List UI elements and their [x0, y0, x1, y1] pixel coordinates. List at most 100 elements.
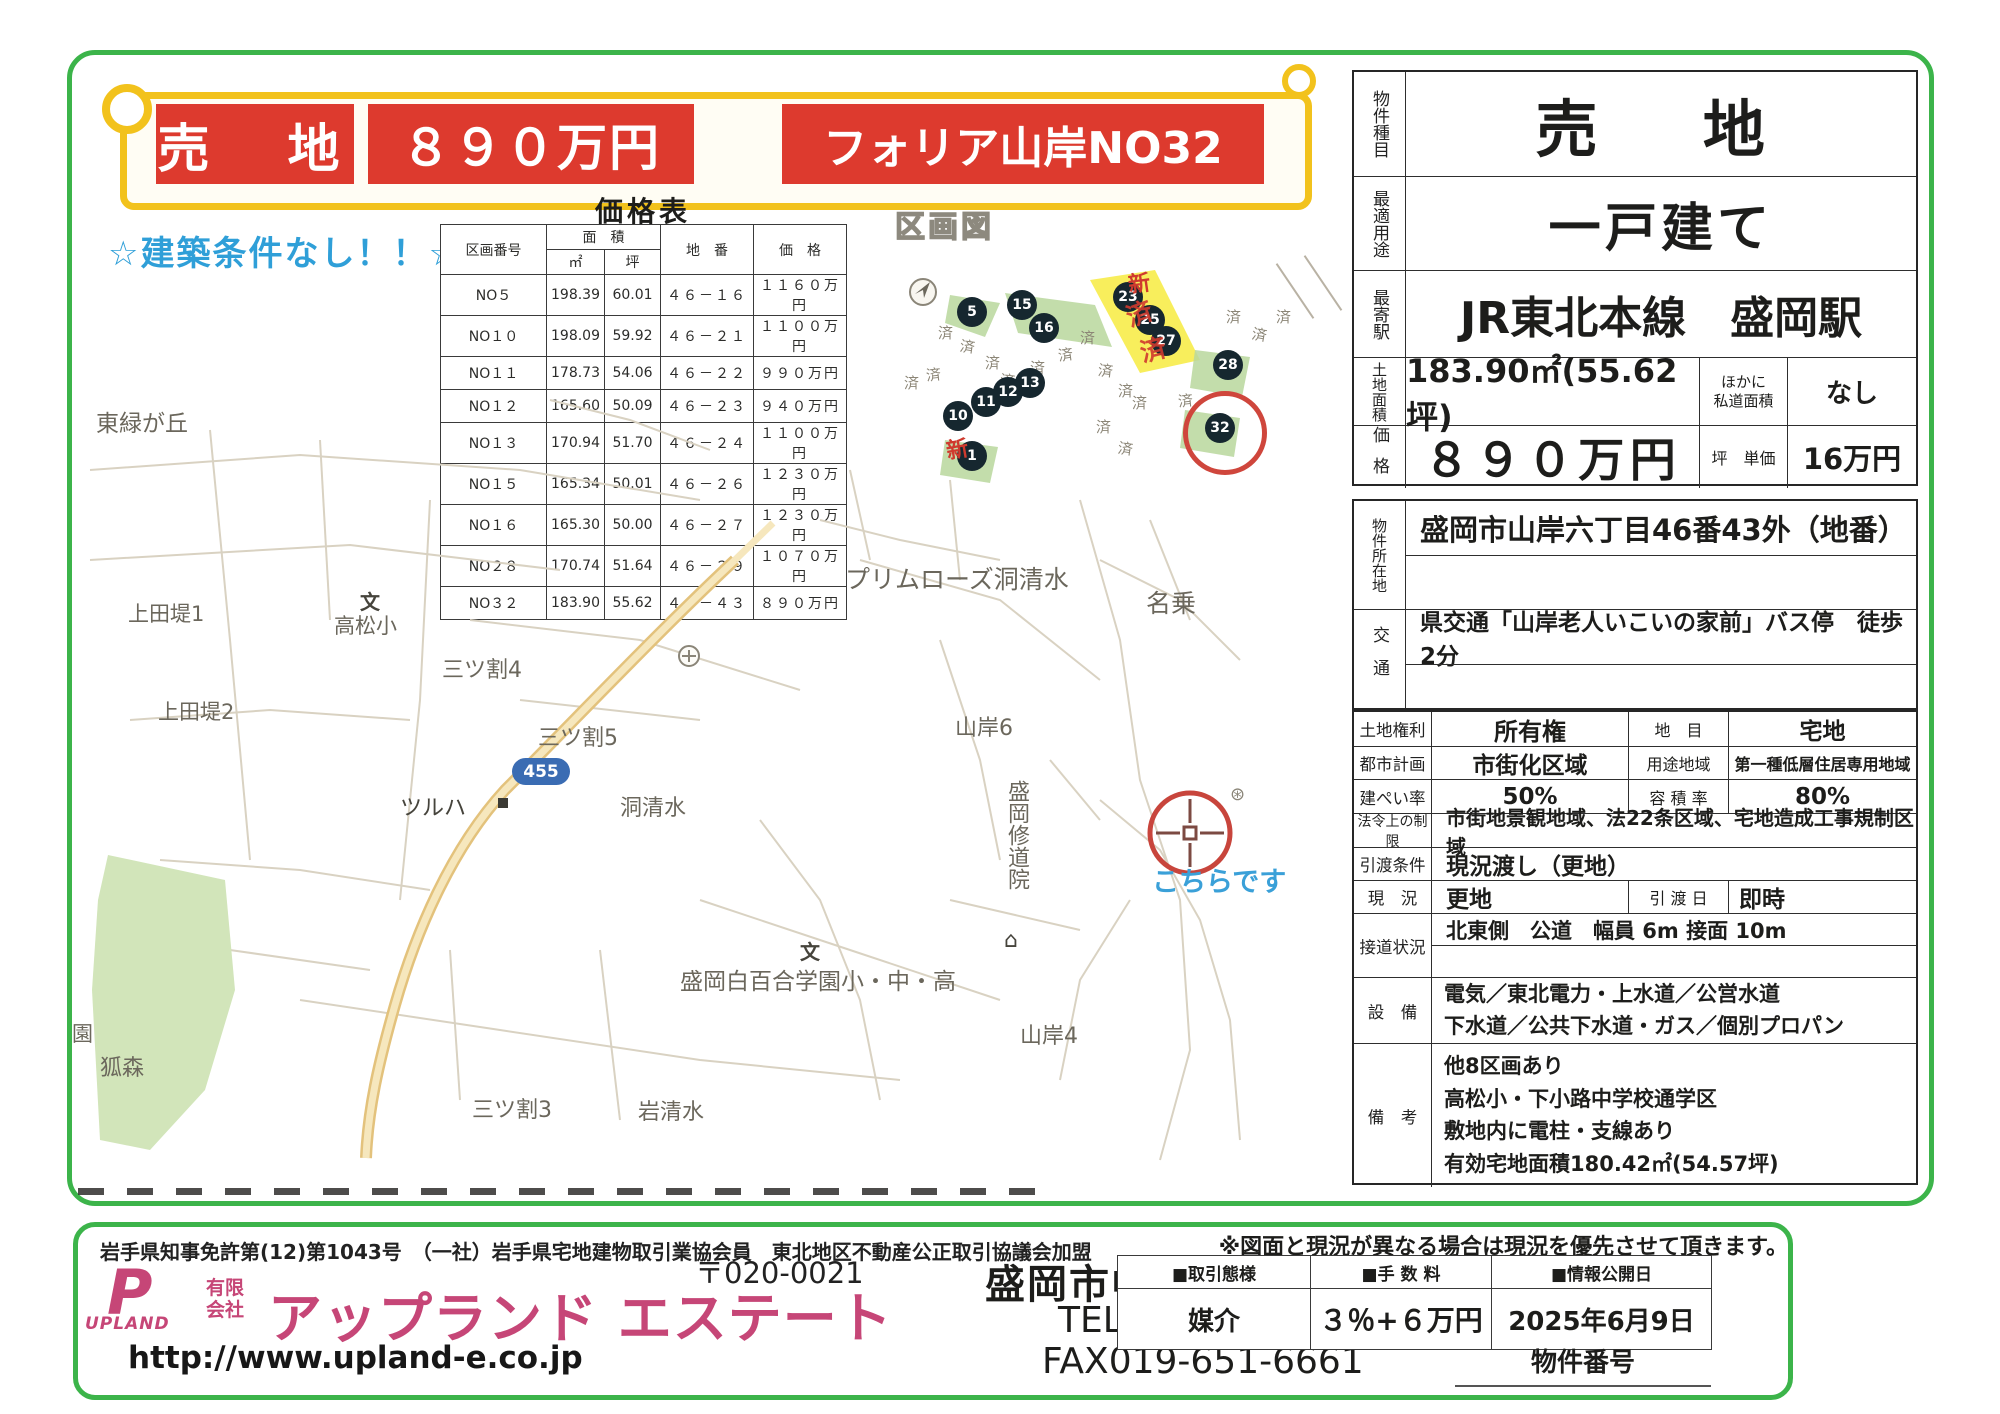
logo-text: UPLAND — [85, 1314, 170, 1334]
sold-mark: 済 — [1116, 439, 1135, 459]
label-shudoin: 盛岡修道院 — [1004, 780, 1029, 890]
road-empty-row — [1432, 945, 1916, 977]
plot-15: 15 — [1007, 290, 1037, 320]
property-no-label: 物件番号 — [1455, 1342, 1711, 1387]
plot-27: 27 — [1151, 326, 1181, 356]
sold-mark: 済 — [1118, 382, 1134, 400]
location-value: 盛岡市山岸六丁目46番43外（地番） — [1420, 512, 1907, 547]
road-value: 北東側 公道 幅員 6m 接面 10m — [1446, 918, 1787, 943]
sold-mark: 済 — [1096, 418, 1112, 436]
property-summary-panel: 物件種目 売 地 最適用途 一戸建て 最寄駅 JR東北本線 盛岡駅 土地面積 1… — [1352, 70, 1918, 488]
col-lot-no: 区画番号 — [440, 224, 547, 275]
price-table: 区画番号 面 積 地 番 価 格 ㎡ 坪 NO５ 198.39 60.01 ４６… — [440, 224, 847, 620]
location-label: 物件所在地 — [1354, 501, 1406, 609]
cell-m2: 165.30 — [546, 504, 605, 546]
compass-icon — [909, 278, 937, 306]
publish-date-value: 2025年6月9日 — [1491, 1288, 1712, 1350]
best-use: 一戸建て — [1548, 199, 1774, 259]
remarks-value: 他8区画あり 高松小・下小路中学校通学区 敷地内に電柱・支線あり 有効宅地面積180.… — [1432, 1044, 1916, 1187]
rights-label: 土地権利 — [1354, 712, 1432, 746]
private-road-label-2: 私道面積 — [1713, 391, 1774, 410]
utilities-value: 電気／東北電力・上水道／公営水道下水道／公共下水道・ガス／個別プロパン — [1432, 978, 1916, 1043]
land-area-label: 土地面積 — [1354, 358, 1406, 425]
land-area: 183.90㎡(55.62坪) — [1406, 351, 1678, 436]
price-value: ８９０万円 — [1423, 433, 1682, 487]
plot-1: 1 — [957, 441, 987, 471]
company-prefix: 有限 会社 — [206, 1277, 244, 1322]
target-crosshair-icon — [1147, 790, 1233, 876]
company-name: アップランド エステート — [268, 1287, 893, 1350]
sold-mark: 済 — [985, 354, 1001, 372]
sold-mark: 済 — [958, 337, 977, 357]
plot-map-title: 区画図 — [894, 209, 994, 245]
private-road-label-1: ほかに — [1720, 372, 1766, 391]
planning-label: 都市計画 — [1354, 747, 1432, 779]
deal-type-value: 媒介 — [1117, 1288, 1311, 1350]
handover-date-label: 引 渡 日 — [1628, 881, 1728, 913]
cell-m2: 178.73 — [546, 356, 605, 390]
deal-type-label: ■取引態様 — [1117, 1255, 1311, 1289]
cell-price: １２３０万円 — [753, 463, 847, 505]
planning-value: 市街化区域 — [1472, 753, 1588, 779]
cell-price: １１００万円 — [753, 315, 847, 357]
road-label: 接道状況 — [1354, 914, 1432, 977]
property-type: 売 地 — [1535, 93, 1787, 166]
sold-mark: 済 — [1056, 345, 1075, 365]
cell-price: ９４０万円 — [753, 389, 847, 423]
deal-info-table: ■取引態様 ■手 数 料 ■情報公開日 媒介 ３％+６万円 2025年6月9日 — [1117, 1255, 1712, 1350]
upland-logo: P UPLAND — [85, 1256, 205, 1342]
sold-mark: 済 — [904, 374, 920, 392]
col-tsubo: 坪 — [604, 249, 661, 275]
label-sono: 園 — [72, 1022, 93, 1046]
status-label: 現 況 — [1354, 881, 1432, 913]
unit-price-label: 坪 単価 — [1699, 426, 1787, 488]
footer-frame-border — [73, 1222, 1793, 1400]
cell-lot: ４６－２６ — [660, 463, 754, 505]
label-mitsuwari5: 三ツ割5 — [538, 726, 618, 751]
project-badge: フォリア山岸NO32 — [782, 104, 1264, 184]
label-nanori: 名乗 — [1146, 589, 1197, 618]
cell-lot-no: NO１５ — [440, 463, 547, 505]
zone-label: 用途地域 — [1628, 747, 1728, 779]
main-frame-border — [67, 50, 1934, 1206]
plot-28: 28 — [1213, 350, 1243, 380]
utilities-line: 電気／東北電力・上水道／公営水道 — [1444, 982, 1780, 1006]
transport-label: 交通 — [1354, 610, 1406, 708]
plot-11: 11 — [971, 387, 1001, 417]
label-horashimizu: 洞清水 — [620, 796, 687, 821]
postal-code: 〒020-0021 — [695, 1256, 864, 1290]
remarks-line: 高松小・下小路中学校通学区 — [1444, 1086, 1717, 1111]
handover-cond-label: 引渡条件 — [1354, 848, 1432, 880]
bcr-value: 50% — [1502, 783, 1558, 810]
law-value: 市街地景観地域、法22条区域、宅地造成工事規制区域 — [1446, 805, 1914, 859]
label-tsuruha: ツルハ — [400, 796, 467, 821]
cell-lot: ４６－２７ — [660, 504, 754, 546]
private-road-label: ほかに 私道面積 — [1699, 358, 1787, 425]
map-symbol-icon: ⊛ — [1230, 784, 1246, 805]
type-label: 物件種目 — [1354, 72, 1406, 176]
fee-label: ■手 数 料 — [1310, 1255, 1492, 1289]
label-yamagishi4: 山岸4 — [1020, 1024, 1078, 1049]
bcr-label: 建ぺい率 — [1354, 780, 1432, 813]
cell-price: １１００万円 — [753, 422, 847, 464]
sold-mark: 済 — [1080, 329, 1096, 347]
sold-mark: 済 — [1226, 308, 1242, 326]
price-table-title: 価格表 — [594, 195, 691, 228]
label-kitsunemori: 狐森 — [100, 1056, 145, 1081]
logo-letter: P — [107, 1256, 153, 1329]
sold-mark: 済 — [1132, 394, 1148, 412]
cell-price: ８９０万円 — [753, 586, 847, 620]
cell-tsubo: 51.70 — [604, 422, 661, 464]
cell-tsubo: 51.64 — [604, 545, 661, 587]
company-url: http://www.upland-e.co.jp — [128, 1340, 583, 1376]
cell-lot-no: NO１１ — [440, 356, 547, 390]
price-table-row: NO３２ 183.90 55.62 ４６－４３ ８９０万円 — [440, 586, 847, 620]
sold-mark: 済 — [1097, 361, 1114, 381]
publish-label: ■情報公開日 — [1491, 1255, 1712, 1289]
fee-value: ３％+６万円 — [1310, 1288, 1492, 1350]
utilities-line: 下水道／公共下水道・ガス／個別プロパン — [1444, 1013, 1845, 1038]
price-table-row: NO１０ 198.09 59.92 ４６－２１ １１００万円 — [440, 315, 847, 357]
sold-mark: 済 — [925, 365, 942, 385]
cell-lot-no: NO１３ — [440, 422, 547, 464]
